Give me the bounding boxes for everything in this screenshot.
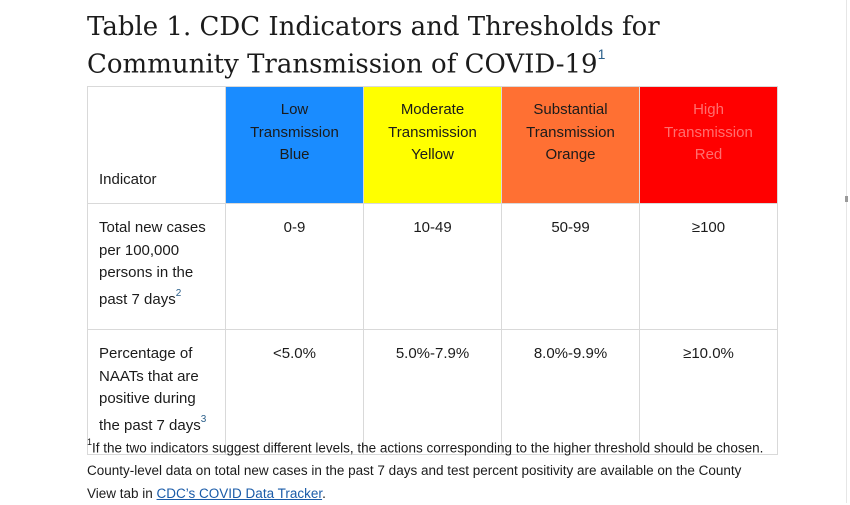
indicator-footnote-ref[interactable]: 2 [175, 287, 182, 299]
indicator-text: Total new cases per 100,000 persons in t… [99, 219, 206, 308]
level-color-name: Orange [545, 146, 596, 163]
level-name: Substantial [533, 101, 608, 118]
level-header-substantial: Substantial Transmission Orange [501, 86, 640, 204]
scrollbar-track[interactable] [846, 0, 847, 503]
indicator-text: Percentage of NAATs that are positive du… [99, 345, 201, 434]
threshold-cell: 0-9 [225, 203, 364, 330]
level-color-name: Yellow [411, 146, 454, 163]
title-footnote-ref[interactable]: 1 [597, 46, 606, 62]
level-name: Low [280, 101, 309, 118]
level-color-name: Red [694, 146, 723, 163]
table-row: Percentage of NAATs that are positive du… [87, 329, 778, 455]
indicators-table: Indicator Low Transmission Blue Moderate… [87, 86, 778, 455]
indicator-cell: Percentage of NAATs that are positive du… [87, 329, 226, 455]
threshold-cell: 50-99 [501, 203, 640, 330]
footnote-end: . [322, 485, 326, 501]
title-text: Table 1. CDC Indicators and Thresholds f… [87, 12, 660, 80]
threshold-cell: <5.0% [225, 329, 364, 455]
threshold-cell: 5.0%-7.9% [363, 329, 502, 455]
threshold-cell: ≥10.0% [639, 329, 778, 455]
threshold-cell: 10-49 [363, 203, 502, 330]
indicator-header: Indicator [87, 86, 226, 204]
level-transmission: Transmission [664, 123, 753, 141]
level-name: Moderate [400, 101, 465, 118]
table-row: Total new cases per 100,000 persons in t… [87, 203, 778, 330]
indicator-cell: Total new cases per 100,000 persons in t… [87, 203, 226, 330]
indicator-footnote-ref[interactable]: 3 [200, 413, 207, 425]
level-header-high: High Transmission Red [639, 86, 778, 204]
level-transmission: Transmission [388, 123, 477, 141]
threshold-cell: ≥100 [639, 203, 778, 330]
table-footnote: 1If the two indicators suggest different… [87, 433, 767, 505]
page-title: Table 1. CDC Indicators and Thresholds f… [87, 12, 787, 81]
scrollbar-thumb[interactable] [845, 196, 848, 202]
threshold-cell: 8.0%-9.9% [501, 329, 640, 455]
level-header-low: Low Transmission Blue [225, 86, 364, 204]
table-header-row: Indicator Low Transmission Blue Moderate… [87, 86, 778, 204]
footnote-marker: 1 [87, 437, 93, 447]
level-color-name: Blue [279, 146, 310, 163]
level-transmission: Transmission [250, 123, 339, 141]
level-header-moderate: Moderate Transmission Yellow [363, 86, 502, 204]
level-transmission: Transmission [526, 123, 615, 141]
footnote-text: If the two indicators suggest different … [87, 440, 764, 501]
level-name: High [693, 101, 724, 118]
covid-data-tracker-link[interactable]: CDC’s COVID Data Tracker [156, 485, 323, 501]
